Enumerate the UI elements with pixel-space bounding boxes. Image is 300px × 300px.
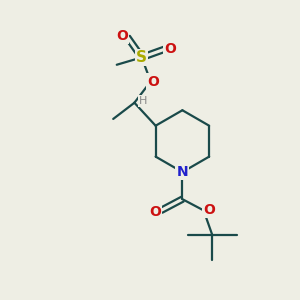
Text: O: O xyxy=(116,29,128,43)
Text: N: N xyxy=(177,165,188,179)
Text: O: O xyxy=(147,74,159,88)
Text: O: O xyxy=(164,42,176,56)
Text: O: O xyxy=(149,205,161,219)
Text: S: S xyxy=(136,50,147,65)
Text: H: H xyxy=(139,96,147,106)
Text: O: O xyxy=(203,203,215,218)
